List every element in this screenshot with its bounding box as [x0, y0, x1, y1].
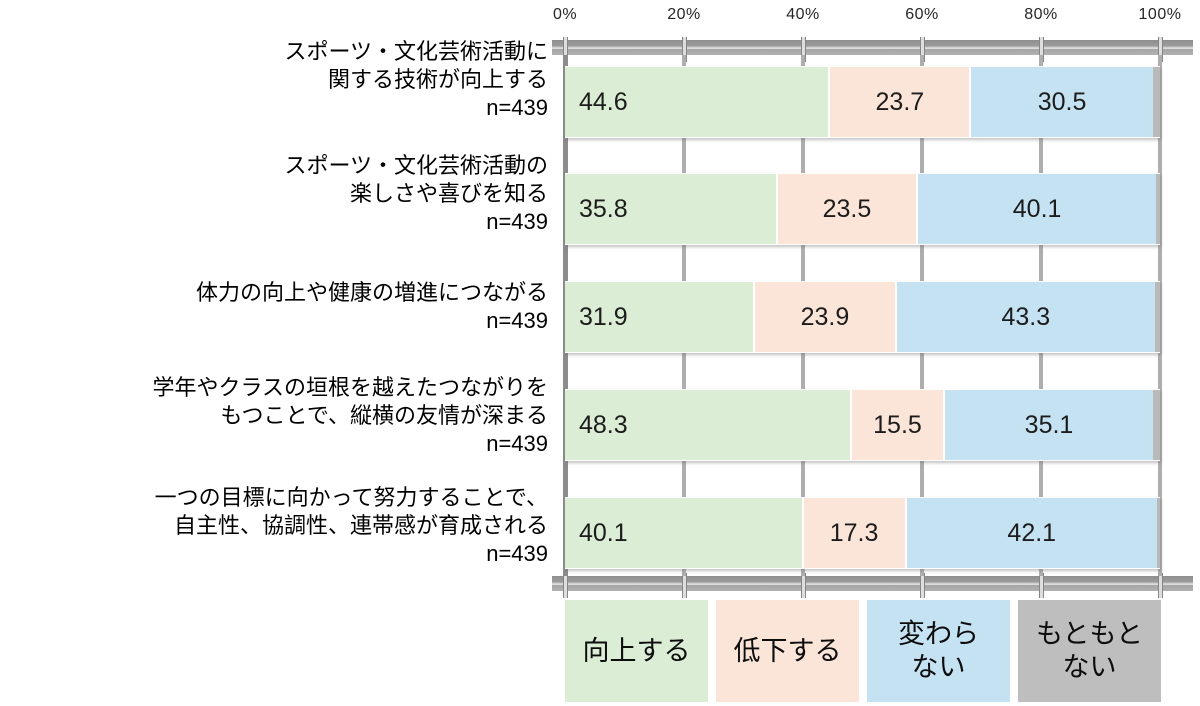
category-label: 一つの目標に向かって努力することで、自主性、協調性、連帯感が育成される n=439 [0, 484, 548, 568]
bar-segment-improve: 48.3 [565, 389, 853, 461]
bar-segment-decline: 15.5 [852, 389, 945, 461]
category-label-line: 関する技術が向上する [327, 67, 548, 92]
top-axis-bar [552, 40, 1193, 55]
value-label: 30.5 [1037, 87, 1087, 116]
bar-segment-improve: 40.1 [565, 497, 804, 569]
bar-segment-originally-none [1157, 497, 1160, 569]
legend-label-line: 向上する [582, 635, 691, 666]
legend-label-line: もともと [1036, 619, 1143, 649]
value-label: 23.5 [822, 194, 872, 223]
value-label: 44.6 [579, 87, 628, 116]
axis-tick-mark [1158, 573, 1163, 598]
legend-item: もともと ない [1018, 600, 1161, 702]
bar-segment-decline: 23.5 [778, 173, 918, 245]
category-label: 学年やクラスの垣根を越えたつながりをもつことで、縦横の友情が深まる n=439 [0, 374, 548, 458]
value-label: 40.1 [1012, 194, 1062, 223]
bar-segment-improve: 35.8 [565, 173, 778, 245]
bar-segment-no-change: 35.1 [944, 389, 1154, 461]
sample-size: n=439 [486, 209, 548, 234]
bar-segment-decline: 17.3 [803, 497, 907, 569]
value-label: 23.9 [800, 302, 850, 331]
axis-tick-mark [801, 37, 806, 62]
axis-tick-label: 20% [667, 6, 701, 23]
sample-size: n=439 [486, 308, 548, 333]
gridline [1158, 55, 1162, 576]
bar-row: 31.9 23.9 43.3 [565, 281, 1160, 353]
legend-item: 向上する [565, 600, 708, 702]
axis-tick-mark [920, 37, 925, 62]
bar-row: 44.6 23.7 30.5 [565, 66, 1160, 138]
value-label: 42.1 [1007, 518, 1057, 547]
bar-row: 48.3 15.5 35.1 [565, 389, 1160, 461]
value-label: 40.1 [579, 518, 628, 547]
value-label: 43.3 [1001, 302, 1051, 331]
axis-tick-mark [563, 573, 568, 598]
bar-segment-originally-none [1154, 281, 1160, 353]
category-label-line: 一つの目標に向かって努力することで、 [154, 485, 548, 510]
category-label-line: 楽しさや喜びを知る [349, 181, 548, 206]
bar-segment-originally-none [1152, 66, 1160, 138]
category-label: スポーツ・文化芸術活動に関する技術が向上する n=439 [0, 38, 548, 122]
bar-segment-originally-none [1153, 389, 1160, 461]
legend-label-line: 変わら [898, 619, 979, 649]
legend-label-line: 低下する [733, 635, 842, 666]
legend-item: 低下する [716, 600, 859, 702]
axis-tick-mark [682, 37, 687, 62]
axis-tick-mark [563, 37, 568, 62]
sample-size: n=439 [486, 95, 548, 120]
axis-tick-label: 0% [552, 6, 578, 23]
sample-size: n=439 [486, 431, 548, 456]
value-label: 48.3 [579, 410, 628, 439]
axis-tick-mark [1158, 37, 1163, 62]
bar-segment-decline: 23.7 [830, 66, 972, 138]
legend-label-line: ない [1062, 652, 1117, 682]
category-label: スポーツ・文化芸術活動の楽しさや喜びを知る n=439 [0, 152, 548, 236]
bar-row: 35.8 23.5 40.1 [565, 173, 1160, 245]
category-label-line: もつことで、縦横の友情が深まる [220, 403, 548, 428]
category-label: 体力の向上や健康の増進につながる n=439 [0, 279, 548, 335]
legend-label-line: ない [911, 652, 966, 682]
value-label: 31.9 [579, 302, 628, 331]
value-label: 35.8 [579, 194, 628, 223]
bottom-axis-bar [552, 576, 1193, 591]
bar-segment-no-change: 43.3 [897, 281, 1155, 353]
axis-tick-mark [801, 573, 806, 598]
sample-size: n=439 [486, 541, 548, 566]
category-label-line: 体力の向上や健康の増進につながる [195, 280, 548, 305]
bar-segment-no-change: 30.5 [971, 66, 1153, 138]
bar-segment-improve: 31.9 [565, 281, 755, 353]
bar-segment-originally-none [1156, 173, 1160, 245]
axis-tick-label: 80% [1024, 6, 1058, 23]
bar-segment-no-change: 40.1 [917, 173, 1157, 245]
axis-tick-mark [920, 573, 925, 598]
bar-row: 40.1 17.3 42.1 [565, 497, 1160, 569]
category-label-line: 学年やクラスの垣根を越えたつながりを [152, 375, 548, 400]
category-label-line: スポーツ・文化芸術活動に [284, 39, 548, 64]
value-label: 15.5 [873, 410, 922, 439]
axis-tick-mark [1039, 573, 1044, 598]
category-label-line: スポーツ・文化芸術活動の [284, 153, 548, 178]
bar-segment-decline: 23.9 [754, 281, 897, 353]
legend-item: 変わら ない [867, 600, 1010, 702]
value-label: 17.3 [829, 518, 879, 547]
bar-segment-improve: 44.6 [565, 66, 831, 138]
axis-tick-mark [682, 573, 687, 598]
axis-tick-label: 60% [905, 6, 939, 23]
axis-tick-mark [1039, 37, 1044, 62]
axis-tick-label: 40% [786, 6, 820, 23]
category-label-line: 自主性、協調性、連帯感が育成される [173, 513, 548, 538]
value-label: 35.1 [1024, 410, 1074, 439]
value-label: 23.7 [875, 87, 925, 116]
axis-tick-label: 100% [1138, 6, 1182, 23]
bar-segment-no-change: 42.1 [906, 497, 1157, 569]
